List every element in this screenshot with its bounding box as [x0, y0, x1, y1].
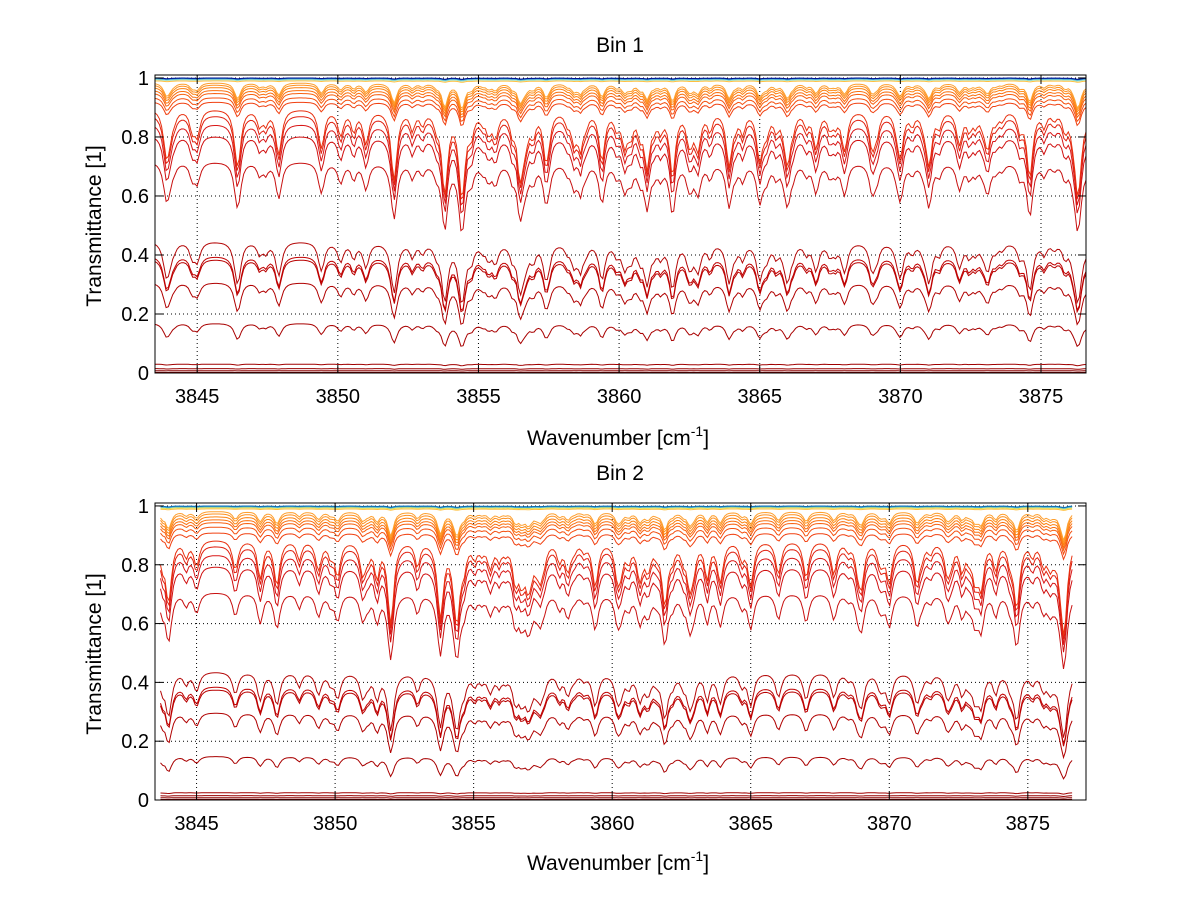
series-line — [160, 522, 1073, 552]
x-tick-label: 3875 — [1019, 386, 1064, 408]
series-line — [160, 546, 1073, 640]
series-line — [155, 368, 1086, 370]
series-line — [160, 507, 1073, 510]
y-tick-label: 0.4 — [121, 245, 149, 267]
series-line — [155, 78, 1086, 81]
series-line — [160, 519, 1073, 550]
series-line — [160, 672, 1073, 738]
series-line — [160, 566, 1073, 653]
x-tick-labels: 3845 3850 3855 3860 3865 3870 3875 — [175, 386, 1063, 408]
series-line — [155, 84, 1086, 111]
series-line — [155, 136, 1086, 214]
x-tick-labels: 3845 3850 3855 3860 3865 3870 3875 — [174, 813, 1050, 835]
y-tick-labels: 0 0.2 0.4 0.6 0.8 1 — [121, 496, 149, 812]
series-line — [160, 526, 1073, 556]
axes-frame — [154, 74, 1087, 374]
series-line — [160, 506, 1073, 509]
series-line — [160, 508, 1073, 511]
series-group — [160, 505, 1073, 800]
x-tick-label: 3845 — [174, 813, 219, 835]
x-tick-label: 3870 — [878, 386, 923, 408]
series-line — [155, 162, 1086, 232]
series-line — [160, 511, 1073, 542]
series-line — [160, 593, 1073, 669]
series-line — [155, 242, 1086, 305]
series-line — [160, 756, 1073, 780]
y-tick-label: 0.6 — [121, 614, 149, 636]
y-tick-label: 1 — [138, 496, 149, 518]
x-axis-label-end: ] — [703, 852, 709, 875]
series-line — [155, 87, 1086, 113]
series-line — [155, 282, 1086, 326]
series-line — [155, 323, 1086, 348]
x-tick-label: 3845 — [175, 386, 220, 408]
y-tick-label: 0.2 — [121, 304, 149, 326]
y-axis-label: Transmittance [1] — [83, 145, 106, 306]
grid-lines — [155, 503, 1086, 801]
x-tick-label: 3860 — [597, 386, 642, 408]
x-axis-label-text: Wavenumber [cm — [527, 427, 691, 450]
series-line — [155, 256, 1086, 312]
x-tick-label: 3875 — [1006, 813, 1051, 835]
series-line — [155, 259, 1086, 314]
subplot-bin-1: Bin 1 3845 3850 3855 3860 3865 3870 3875 00.20… — [83, 34, 1087, 450]
y-tick-label: 0 — [138, 363, 149, 385]
series-line — [160, 686, 1073, 745]
y-tick-label: 0.8 — [121, 555, 149, 577]
x-tick-label: 3860 — [590, 813, 635, 835]
series-line — [160, 532, 1073, 561]
x-axis-label-superscript: -1 — [691, 848, 704, 864]
subplot-bin-2: Bin 2 3845 3850 3855 3860 3865 3870 3875 00.20… — [83, 462, 1087, 875]
x-tick-label: 3850 — [313, 813, 358, 835]
chart-title: Bin 2 — [596, 462, 644, 485]
series-line — [160, 513, 1073, 544]
series-line — [160, 712, 1073, 760]
x-tick-label: 3865 — [737, 386, 782, 408]
series-line — [160, 792, 1073, 795]
y-tick-label: 0.6 — [121, 186, 149, 208]
x-axis-label-end: ] — [703, 427, 709, 450]
grid-lines — [155, 75, 1086, 374]
y-axis-label: Transmittance [1] — [83, 573, 106, 734]
series-line — [160, 795, 1073, 798]
series-line — [155, 90, 1086, 116]
y-tick-label: 0.4 — [121, 672, 149, 694]
x-axis-label: Wavenumber [cm-1] — [527, 423, 709, 450]
x-tick-label: 3855 — [451, 813, 496, 835]
x-tick-label: 3850 — [316, 386, 361, 408]
series-line — [155, 92, 1086, 119]
y-tick-label: 0.2 — [121, 731, 149, 753]
x-axis-label-superscript: -1 — [691, 423, 704, 439]
chart-title: Bin 1 — [596, 34, 644, 57]
series-line — [155, 82, 1086, 109]
series-line — [155, 101, 1086, 127]
series-line — [155, 110, 1086, 197]
y-tick-label: 0.8 — [121, 127, 149, 149]
series-line — [155, 363, 1086, 367]
x-axis-label: Wavenumber [cm-1] — [527, 848, 709, 875]
series-group — [155, 77, 1086, 373]
x-tick-label: 3865 — [728, 813, 773, 835]
y-tick-label: 1 — [138, 68, 149, 90]
x-axis-label-text: Wavenumber [cm — [527, 852, 691, 875]
series-line — [160, 689, 1073, 747]
series-line — [155, 97, 1086, 123]
axis-ticks — [155, 503, 1086, 801]
series-line — [155, 77, 1086, 80]
series-line — [160, 505, 1073, 509]
series-line — [155, 124, 1086, 206]
axis-ticks — [155, 75, 1086, 374]
series-line — [155, 80, 1086, 83]
series-line — [160, 540, 1073, 636]
series-line — [160, 516, 1073, 547]
series-line — [155, 79, 1086, 82]
y-tick-label: 0 — [138, 790, 149, 812]
x-tick-label: 3855 — [456, 386, 501, 408]
series-line — [160, 555, 1073, 645]
y-tick-labels: 0 0.2 0.4 0.6 0.8 1 — [121, 68, 149, 385]
series-line — [155, 116, 1086, 200]
x-tick-label: 3870 — [867, 813, 912, 835]
axes-frame — [154, 502, 1087, 801]
